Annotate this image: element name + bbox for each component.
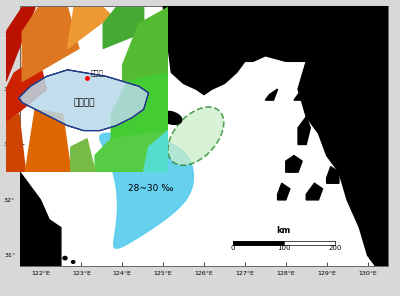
Polygon shape	[286, 156, 302, 172]
Text: km: km	[277, 226, 291, 235]
Text: 200: 200	[328, 245, 342, 251]
Polygon shape	[19, 70, 148, 131]
Text: 장강유역: 장강유역	[73, 98, 94, 107]
Ellipse shape	[168, 107, 224, 165]
Ellipse shape	[161, 111, 182, 124]
Polygon shape	[298, 6, 388, 266]
Polygon shape	[6, 114, 26, 172]
Bar	[284, 242, 335, 245]
Text: 0: 0	[230, 245, 235, 251]
Polygon shape	[265, 89, 278, 100]
Ellipse shape	[50, 253, 56, 258]
Polygon shape	[6, 7, 35, 81]
Polygon shape	[278, 183, 290, 200]
Polygon shape	[298, 117, 310, 144]
Polygon shape	[22, 7, 79, 81]
Polygon shape	[103, 7, 144, 49]
Ellipse shape	[63, 256, 67, 260]
Polygon shape	[111, 73, 168, 139]
Text: 100: 100	[277, 245, 290, 251]
Polygon shape	[327, 167, 339, 183]
Text: 삼사협: 삼사협	[90, 70, 103, 76]
Polygon shape	[95, 131, 168, 172]
Polygon shape	[26, 109, 71, 172]
Polygon shape	[294, 83, 310, 100]
Text: 28~30 ‰⁠: 28~30 ‰⁠	[128, 184, 174, 193]
Ellipse shape	[42, 259, 47, 263]
Polygon shape	[306, 183, 322, 200]
Polygon shape	[20, 172, 53, 228]
Polygon shape	[20, 200, 61, 266]
Polygon shape	[144, 131, 168, 172]
Bar	[233, 242, 284, 245]
Polygon shape	[100, 133, 193, 248]
Polygon shape	[163, 6, 388, 95]
Polygon shape	[71, 139, 95, 172]
Polygon shape	[68, 7, 111, 49]
Ellipse shape	[72, 260, 75, 263]
Polygon shape	[123, 7, 168, 81]
Polygon shape	[6, 57, 46, 123]
